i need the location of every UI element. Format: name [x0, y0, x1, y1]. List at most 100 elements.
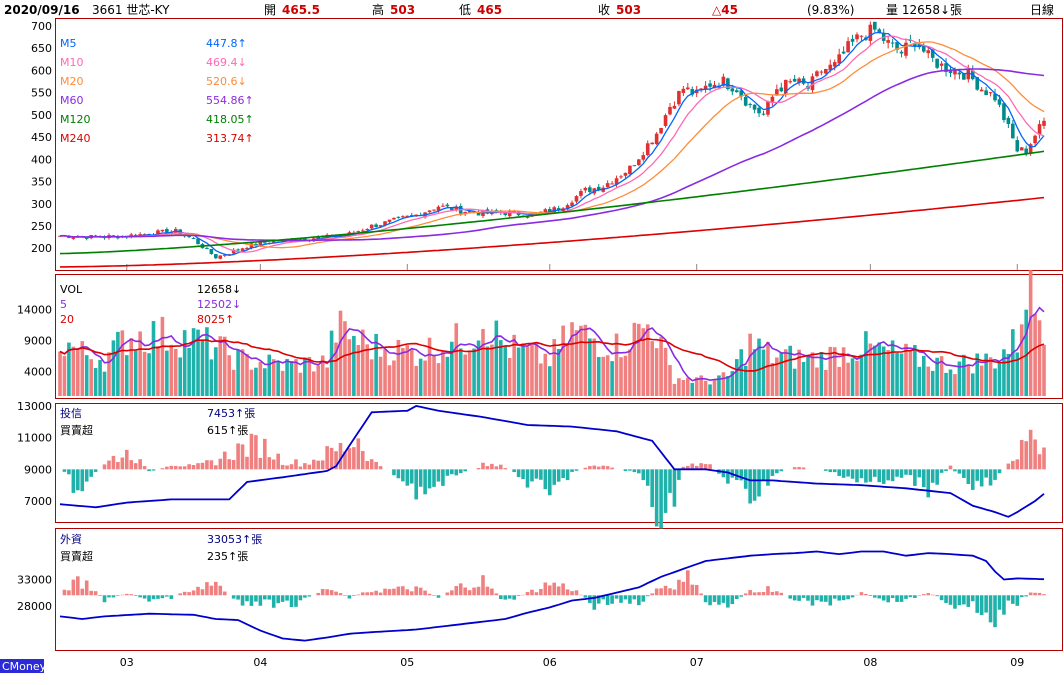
- foreign-bar: [824, 595, 828, 602]
- candle-body: [659, 127, 663, 134]
- legend-ma-value: 520.6↓: [206, 75, 247, 88]
- trust-bar: [294, 459, 298, 470]
- trust-bar: [837, 469, 841, 476]
- trust-bar: [864, 469, 868, 483]
- volume-bar: [512, 334, 516, 396]
- legend-trust-value: 7453↑張: [207, 407, 255, 420]
- volume-bar: [481, 329, 485, 396]
- foreign-bar: [245, 595, 249, 602]
- trust-bar: [151, 469, 156, 471]
- foreign-bar: [191, 590, 196, 596]
- foreign-bar: [401, 586, 405, 596]
- low-value: 465: [477, 3, 502, 17]
- trust-bar: [1042, 447, 1046, 470]
- volume-bar: [637, 323, 641, 396]
- volume-bar: [539, 363, 543, 396]
- foreign-bar: [151, 595, 156, 600]
- foreign-bar: [490, 588, 494, 596]
- trust-bar: [80, 469, 85, 492]
- trust-bar: [494, 466, 499, 470]
- foreign-bar: [650, 593, 654, 596]
- volume-bar: [1042, 344, 1046, 396]
- foreign-bar: [62, 589, 67, 596]
- trust-bar: [405, 469, 410, 486]
- volume-bar: [953, 374, 957, 396]
- trust-bar: [303, 463, 307, 470]
- volume-bar: [824, 369, 828, 396]
- foreign-bar: [552, 582, 557, 596]
- foreign-bar: [418, 587, 423, 596]
- trust-bar: [329, 447, 334, 470]
- volume-bar: [378, 356, 383, 396]
- volume-bar: [334, 342, 338, 396]
- trust-bar: [133, 463, 138, 470]
- volume-bar: [788, 345, 793, 396]
- trust-bar: [556, 469, 561, 482]
- volume-bar: [165, 350, 169, 396]
- price-panel-frame: [55, 18, 1063, 271]
- trust-bar: [770, 469, 775, 476]
- foreign-bar: [356, 594, 361, 596]
- legend-ma-name: M120: [60, 113, 91, 126]
- candle-body: [984, 90, 988, 96]
- trust-bar: [311, 459, 316, 470]
- change-value: △45: [712, 3, 738, 17]
- trust-bar: [623, 469, 628, 472]
- candle-body: [552, 207, 557, 213]
- trust-bar: [360, 451, 365, 470]
- month-label: 03: [120, 656, 134, 669]
- volume-bar: [67, 342, 71, 396]
- candle-body: [543, 209, 548, 213]
- trust-bar: [895, 469, 899, 477]
- trust-bar: [67, 469, 71, 475]
- trust-bar: [227, 459, 231, 470]
- foreign-bar: [944, 595, 948, 604]
- trust-bar: [316, 460, 321, 470]
- volume-bar: [997, 362, 1002, 396]
- ma-line-m120: [59, 150, 1045, 255]
- legend-ma-value: 418.05↑: [206, 113, 254, 126]
- trust-bar: [868, 469, 873, 482]
- foreign-bar: [423, 590, 427, 596]
- trust-bar: [957, 469, 962, 474]
- foreign-panel-frame: [55, 528, 1063, 651]
- volume-bar: [169, 344, 174, 396]
- candle-body: [748, 104, 752, 106]
- trust-bar: [890, 469, 895, 482]
- trust-bar: [677, 469, 681, 480]
- trust-bar: [632, 469, 637, 473]
- candle-body: [921, 45, 926, 52]
- volume-bar: [734, 359, 739, 396]
- volume-bar: [1024, 309, 1028, 396]
- foreign-bar: [717, 595, 721, 605]
- candle-body: [628, 165, 632, 175]
- trust-bar: [672, 469, 677, 507]
- legend-ma-name: M240: [60, 132, 91, 145]
- volume-bar: [703, 380, 708, 396]
- trust-bar: [561, 469, 565, 479]
- trust-bar: [160, 468, 165, 470]
- volume-bar: [610, 361, 614, 396]
- volume-bar: [209, 359, 214, 396]
- legend-volume-name: VOL: [60, 283, 83, 296]
- trust-bar: [605, 466, 610, 470]
- foreign-bar: [953, 595, 957, 609]
- volume-bar: [1037, 320, 1042, 396]
- foreign-bar: [316, 592, 321, 596]
- volume-bar: [231, 369, 236, 396]
- candle-body: [574, 196, 579, 202]
- foreign-bar: [690, 584, 695, 596]
- foreign-bar: [806, 595, 810, 601]
- trust-bar: [681, 466, 686, 470]
- foreign-bar: [766, 586, 770, 596]
- volume-bar: [445, 356, 450, 396]
- trust-bar: [686, 465, 690, 470]
- volume-bar: [864, 331, 868, 396]
- trust-bar: [71, 469, 76, 493]
- foreign-bar: [111, 595, 116, 598]
- close-label: 收: [598, 3, 610, 17]
- volume-readout: 量 12658↓張: [886, 3, 962, 17]
- foreign-bar: [841, 595, 846, 601]
- trust-bar: [886, 469, 890, 481]
- trust-bar: [307, 464, 312, 470]
